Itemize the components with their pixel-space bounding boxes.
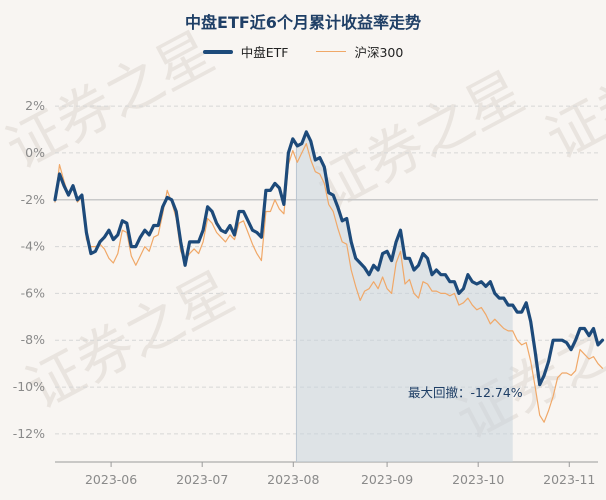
legend-swatch-series-1 [316,50,347,53]
series-lines [53,130,605,423]
chart-title: 中盘ETF近6个月累计收益率走势 [185,13,421,32]
watermark-text: 证券之星 [536,10,606,173]
y-tick-label: -10% [13,379,45,394]
y-tick-label: 2% [25,98,45,113]
x-tick-label: 2023-11 [543,472,595,487]
x-tick-label: 2023-09 [361,472,413,487]
legend-item-series-0: 中盘ETF [202,42,289,61]
y-tick-label: -8% [21,332,45,347]
series-line-1 [54,143,604,423]
y-tick-label: -6% [21,285,45,300]
watermark-text: 证券之星 [306,60,534,223]
drawdown-shade [296,131,513,462]
chart-legend: 中盘ETF 沪深300 [0,42,606,61]
watermark-text: 证券之星 [16,260,244,423]
x-tick-label: 2023-06 [85,472,137,487]
y-tick-label: 0% [25,145,45,160]
x-tick-label: 2023-10 [452,472,504,487]
y-tick-label: -2% [21,192,45,207]
y-tick-label: -4% [21,239,45,254]
legend-label-series-0: 中盘ETF [240,45,289,60]
y-axis-labels: 2% 0% -2% -4% -6% -8% -10% -12% [13,98,45,441]
legend-swatch-series-0 [202,49,233,54]
series-line-0 [53,130,605,387]
y-tick-label: -12% [13,426,45,441]
drawdown-area [295,131,513,462]
x-axis-labels: 2023-06 2023-07 2023-08 2023-09 2023-10 2023-… [85,462,595,487]
legend-item-series-1: 沪深300 [316,42,403,61]
x-tick-label: 2023-07 [176,472,228,487]
x-tick-label: 2023-08 [267,472,319,487]
legend-label-series-1: 沪深300 [354,45,404,60]
max-drawdown-label: 最大回撤：-12.74% [408,385,523,400]
